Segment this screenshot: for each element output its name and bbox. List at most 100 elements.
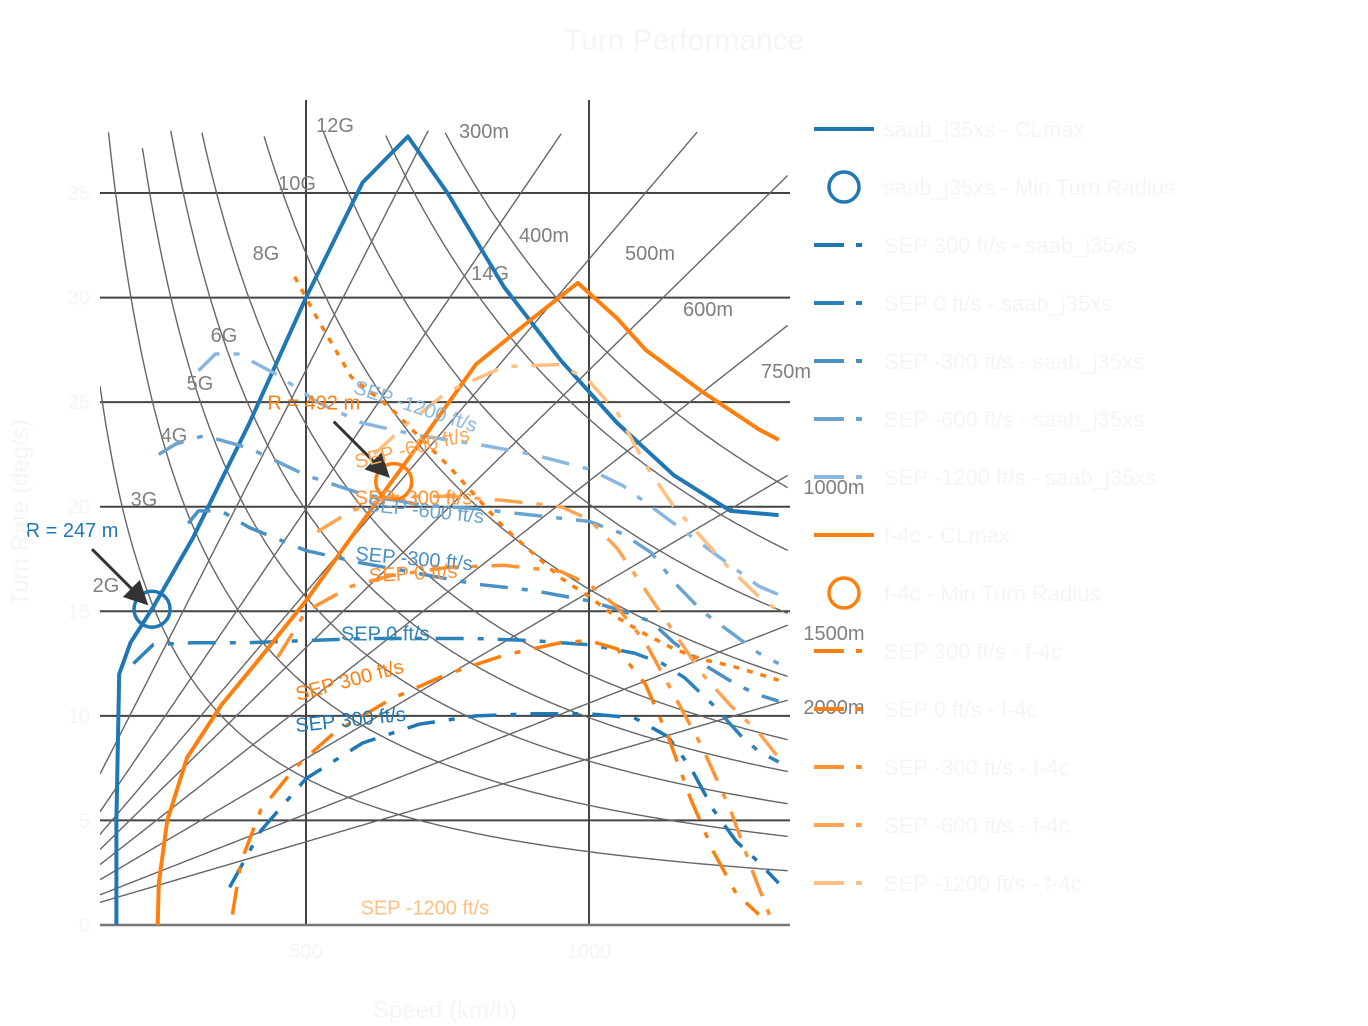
radius-line-label: 400m xyxy=(519,225,569,247)
g-line xyxy=(201,132,788,741)
sep-annotation: SEP -300 ft/s xyxy=(355,488,472,510)
radius-line-label: 1000m xyxy=(803,477,864,499)
g-line-label: 8G xyxy=(253,243,280,265)
legend-label: SEP 300 ft/s - f-4c xyxy=(884,639,1062,664)
g-line xyxy=(263,136,788,678)
legend-item[interactable]: SEP -600 ft/s - saab_j35xs xyxy=(814,407,1144,432)
series-layer xyxy=(114,134,780,926)
x-axis-title: Speed (km/h) xyxy=(373,997,517,1024)
g-line-label: 3G xyxy=(131,489,158,511)
legend-label: SEP -600 ft/s - f-4c xyxy=(884,813,1069,838)
radius-line xyxy=(100,699,788,904)
g-line-label: 12G xyxy=(316,115,354,137)
g-line-label: 5G xyxy=(187,373,214,395)
g-line xyxy=(107,132,788,838)
legend-label: f-4c - Min Turn Radius xyxy=(884,581,1100,606)
y-tick-label: 25 xyxy=(68,392,90,414)
g-line xyxy=(170,130,788,773)
legend-item[interactable]: saab_j35xs - CLmax xyxy=(814,117,1085,142)
legend-label: SEP -1200 ft/s - f-4c xyxy=(884,871,1082,896)
radius-line-label: 300m xyxy=(459,121,509,143)
g-line xyxy=(100,385,788,872)
legend: saab_j35xs - CLmax saab_j35xs - Min Turn … xyxy=(814,117,1175,896)
x-tick-label: 1000 xyxy=(567,941,612,963)
series-line xyxy=(157,433,780,666)
g-line-label: 6G xyxy=(211,325,238,347)
annotation-arrow xyxy=(90,548,149,606)
chart-title: Turn Performance xyxy=(564,24,805,57)
series-line xyxy=(228,712,780,889)
legend-item[interactable]: SEP -300 ft/s - saab_j35xs xyxy=(814,349,1144,374)
y-tick-label: 30 xyxy=(68,288,90,310)
legend-label: saab_j35xs - CLmax xyxy=(884,117,1085,142)
series-line xyxy=(197,352,780,597)
tick-labels: 0 5 10 15 20 25 30 35 500 1000 xyxy=(68,183,612,963)
legend-marker-icon xyxy=(827,576,861,610)
legend-label: SEP -300 ft/s - f-4c xyxy=(884,755,1069,780)
y-tick-label: 20 xyxy=(68,497,90,519)
x-tick-label: 500 xyxy=(289,941,322,963)
legend-label: SEP 0 ft/s - f-4c xyxy=(884,697,1038,722)
series-line xyxy=(155,280,780,926)
sep-annotation: SEP 0 ft/s xyxy=(341,624,430,646)
radius-line xyxy=(100,324,789,866)
legend-marker-icon xyxy=(827,170,861,204)
legend-item[interactable]: saab_j35xs - Min Turn Radius xyxy=(827,170,1175,204)
legend-label: SEP 0 ft/s - saab_j35xs xyxy=(884,291,1112,316)
min-turn-radius-marker xyxy=(132,589,172,629)
g-line xyxy=(322,131,788,614)
g-line xyxy=(444,132,789,489)
radius-line xyxy=(100,474,789,881)
g-line xyxy=(141,148,788,805)
legend-label: SEP -600 ft/s - saab_j35xs xyxy=(884,407,1144,432)
radius-line-label: 1500m xyxy=(803,623,864,645)
radius-line xyxy=(100,133,562,813)
min-turn-radius-label: R = 492 m xyxy=(267,393,360,415)
y-tick-label: 10 xyxy=(68,706,90,728)
guide-labels: 2G3G4G5G6G8G10G12G14G300m400m500m600m750… xyxy=(93,115,865,719)
legend-label: SEP 300 ft/s - saab_j35xs xyxy=(884,233,1137,258)
radius-line-label: 500m xyxy=(625,243,675,265)
radius-line xyxy=(100,174,789,851)
series-line xyxy=(114,134,779,925)
min-turn-radius-marker xyxy=(373,461,414,502)
legend-label: SEP -1200 ft/s - saab_j35xs xyxy=(884,465,1156,490)
y-tick-label: 15 xyxy=(68,601,90,623)
legend-item[interactable]: SEP 0 ft/s - saab_j35xs xyxy=(814,291,1112,316)
marker-layer: R = 247 m R = 492 m xyxy=(26,393,414,629)
series-line xyxy=(316,494,780,759)
radius-line xyxy=(100,131,698,835)
series-line xyxy=(186,509,780,703)
radius-line xyxy=(100,130,429,775)
legend-item[interactable]: SEP -1200 ft/s - saab_j35xs xyxy=(814,465,1156,490)
radius-line xyxy=(100,624,788,896)
series-line xyxy=(372,362,780,613)
y-tick-label: 35 xyxy=(68,183,90,205)
min-turn-radius-label: R = 247 m xyxy=(26,520,119,542)
series-line xyxy=(293,275,780,682)
legend-item[interactable]: SEP 300 ft/s - f-4c xyxy=(814,639,1062,664)
series-line xyxy=(230,638,760,916)
guide-lines xyxy=(100,130,789,904)
y-tick-label: 5 xyxy=(79,810,90,832)
legend-item[interactable]: f-4c - Min Turn Radius xyxy=(827,576,1100,610)
legend-item[interactable]: f-4c - CLmax xyxy=(814,523,1010,548)
legend-item[interactable]: SEP -1200 ft/s - f-4c xyxy=(814,871,1082,896)
legend-item[interactable]: SEP -600 ft/s - f-4c xyxy=(814,813,1069,838)
y-axis-title: Turn Rate (deg/s) xyxy=(7,419,34,606)
radius-line-label: 600m xyxy=(683,299,733,321)
series-line xyxy=(132,636,780,764)
sep-annotation: SEP -1200 ft/s xyxy=(361,898,490,920)
annotation-arrow xyxy=(332,420,390,478)
legend-label: saab_j35xs - Min Turn Radius xyxy=(884,175,1175,200)
legend-item[interactable]: SEP 0 ft/s - f-4c xyxy=(814,697,1038,722)
legend-item[interactable]: SEP -300 ft/s - f-4c xyxy=(814,755,1069,780)
legend-label: SEP -300 ft/s - saab_j35xs xyxy=(884,349,1144,374)
radius-line-label: 750m xyxy=(761,361,811,383)
g-line-label: 2G xyxy=(93,575,120,597)
legend-item[interactable]: SEP 300 ft/s - saab_j35xs xyxy=(814,233,1137,258)
y-tick-label: 0 xyxy=(79,915,90,937)
sep-annotation: SEP 300 ft/s xyxy=(293,656,406,706)
